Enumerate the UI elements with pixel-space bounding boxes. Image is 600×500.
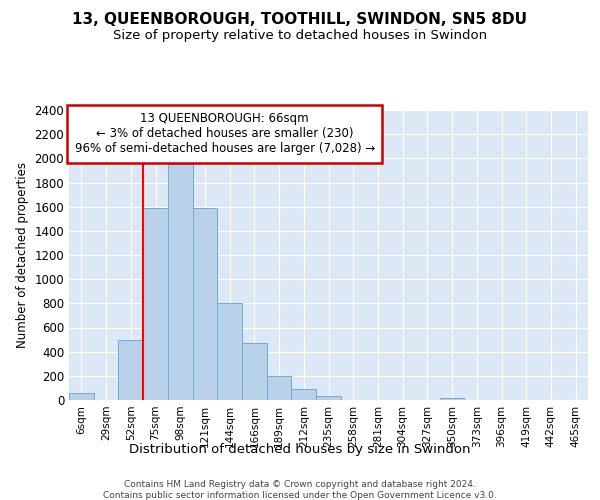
Text: 13 QUEENBOROUGH: 66sqm
← 3% of detached houses are smaller (230)
96% of semi-det: 13 QUEENBOROUGH: 66sqm ← 3% of detached …	[74, 112, 375, 156]
Text: 13, QUEENBOROUGH, TOOTHILL, SWINDON, SN5 8DU: 13, QUEENBOROUGH, TOOTHILL, SWINDON, SN5…	[73, 12, 527, 28]
Bar	[168, 164, 193, 400]
Text: Size of property relative to detached houses in Swindon: Size of property relative to detached ho…	[113, 29, 487, 42]
Bar	[193, 208, 217, 400]
Text: Contains public sector information licensed under the Open Government Licence v3: Contains public sector information licen…	[103, 491, 497, 500]
Bar	[267, 376, 292, 400]
Bar	[143, 208, 168, 400]
Bar	[69, 394, 94, 400]
Bar	[292, 388, 316, 400]
Y-axis label: Number of detached properties: Number of detached properties	[16, 162, 29, 348]
Bar	[217, 304, 242, 400]
Bar	[440, 398, 464, 400]
Bar	[316, 396, 341, 400]
Bar	[242, 343, 267, 400]
Text: Distribution of detached houses by size in Swindon: Distribution of detached houses by size …	[129, 442, 471, 456]
Bar	[118, 340, 143, 400]
Text: Contains HM Land Registry data © Crown copyright and database right 2024.: Contains HM Land Registry data © Crown c…	[124, 480, 476, 489]
